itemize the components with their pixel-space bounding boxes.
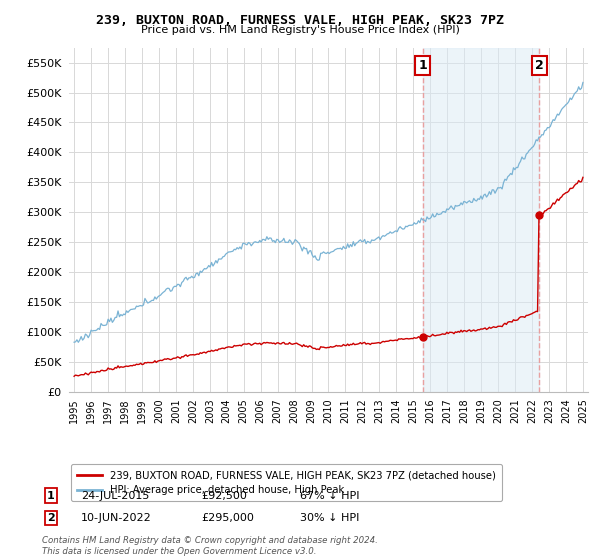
Bar <box>422 48 539 392</box>
Text: 1: 1 <box>418 59 427 72</box>
Text: 10-JUN-2022: 10-JUN-2022 <box>81 513 152 523</box>
Legend: 239, BUXTON ROAD, FURNESS VALE, HIGH PEAK, SK23 7PZ (detached house), HPI: Avera: 239, BUXTON ROAD, FURNESS VALE, HIGH PEA… <box>71 464 502 501</box>
Text: 2: 2 <box>47 513 55 523</box>
Text: £92,500: £92,500 <box>201 491 247 501</box>
Text: 2: 2 <box>535 59 544 72</box>
Text: 24-JUL-2015: 24-JUL-2015 <box>81 491 149 501</box>
Text: 239, BUXTON ROAD, FURNESS VALE, HIGH PEAK, SK23 7PZ: 239, BUXTON ROAD, FURNESS VALE, HIGH PEA… <box>96 14 504 27</box>
Text: 30% ↓ HPI: 30% ↓ HPI <box>300 513 359 523</box>
Text: Price paid vs. HM Land Registry's House Price Index (HPI): Price paid vs. HM Land Registry's House … <box>140 25 460 35</box>
Text: £295,000: £295,000 <box>201 513 254 523</box>
Text: Contains HM Land Registry data © Crown copyright and database right 2024.
This d: Contains HM Land Registry data © Crown c… <box>42 536 378 556</box>
Text: 67% ↓ HPI: 67% ↓ HPI <box>300 491 359 501</box>
Text: 1: 1 <box>47 491 55 501</box>
